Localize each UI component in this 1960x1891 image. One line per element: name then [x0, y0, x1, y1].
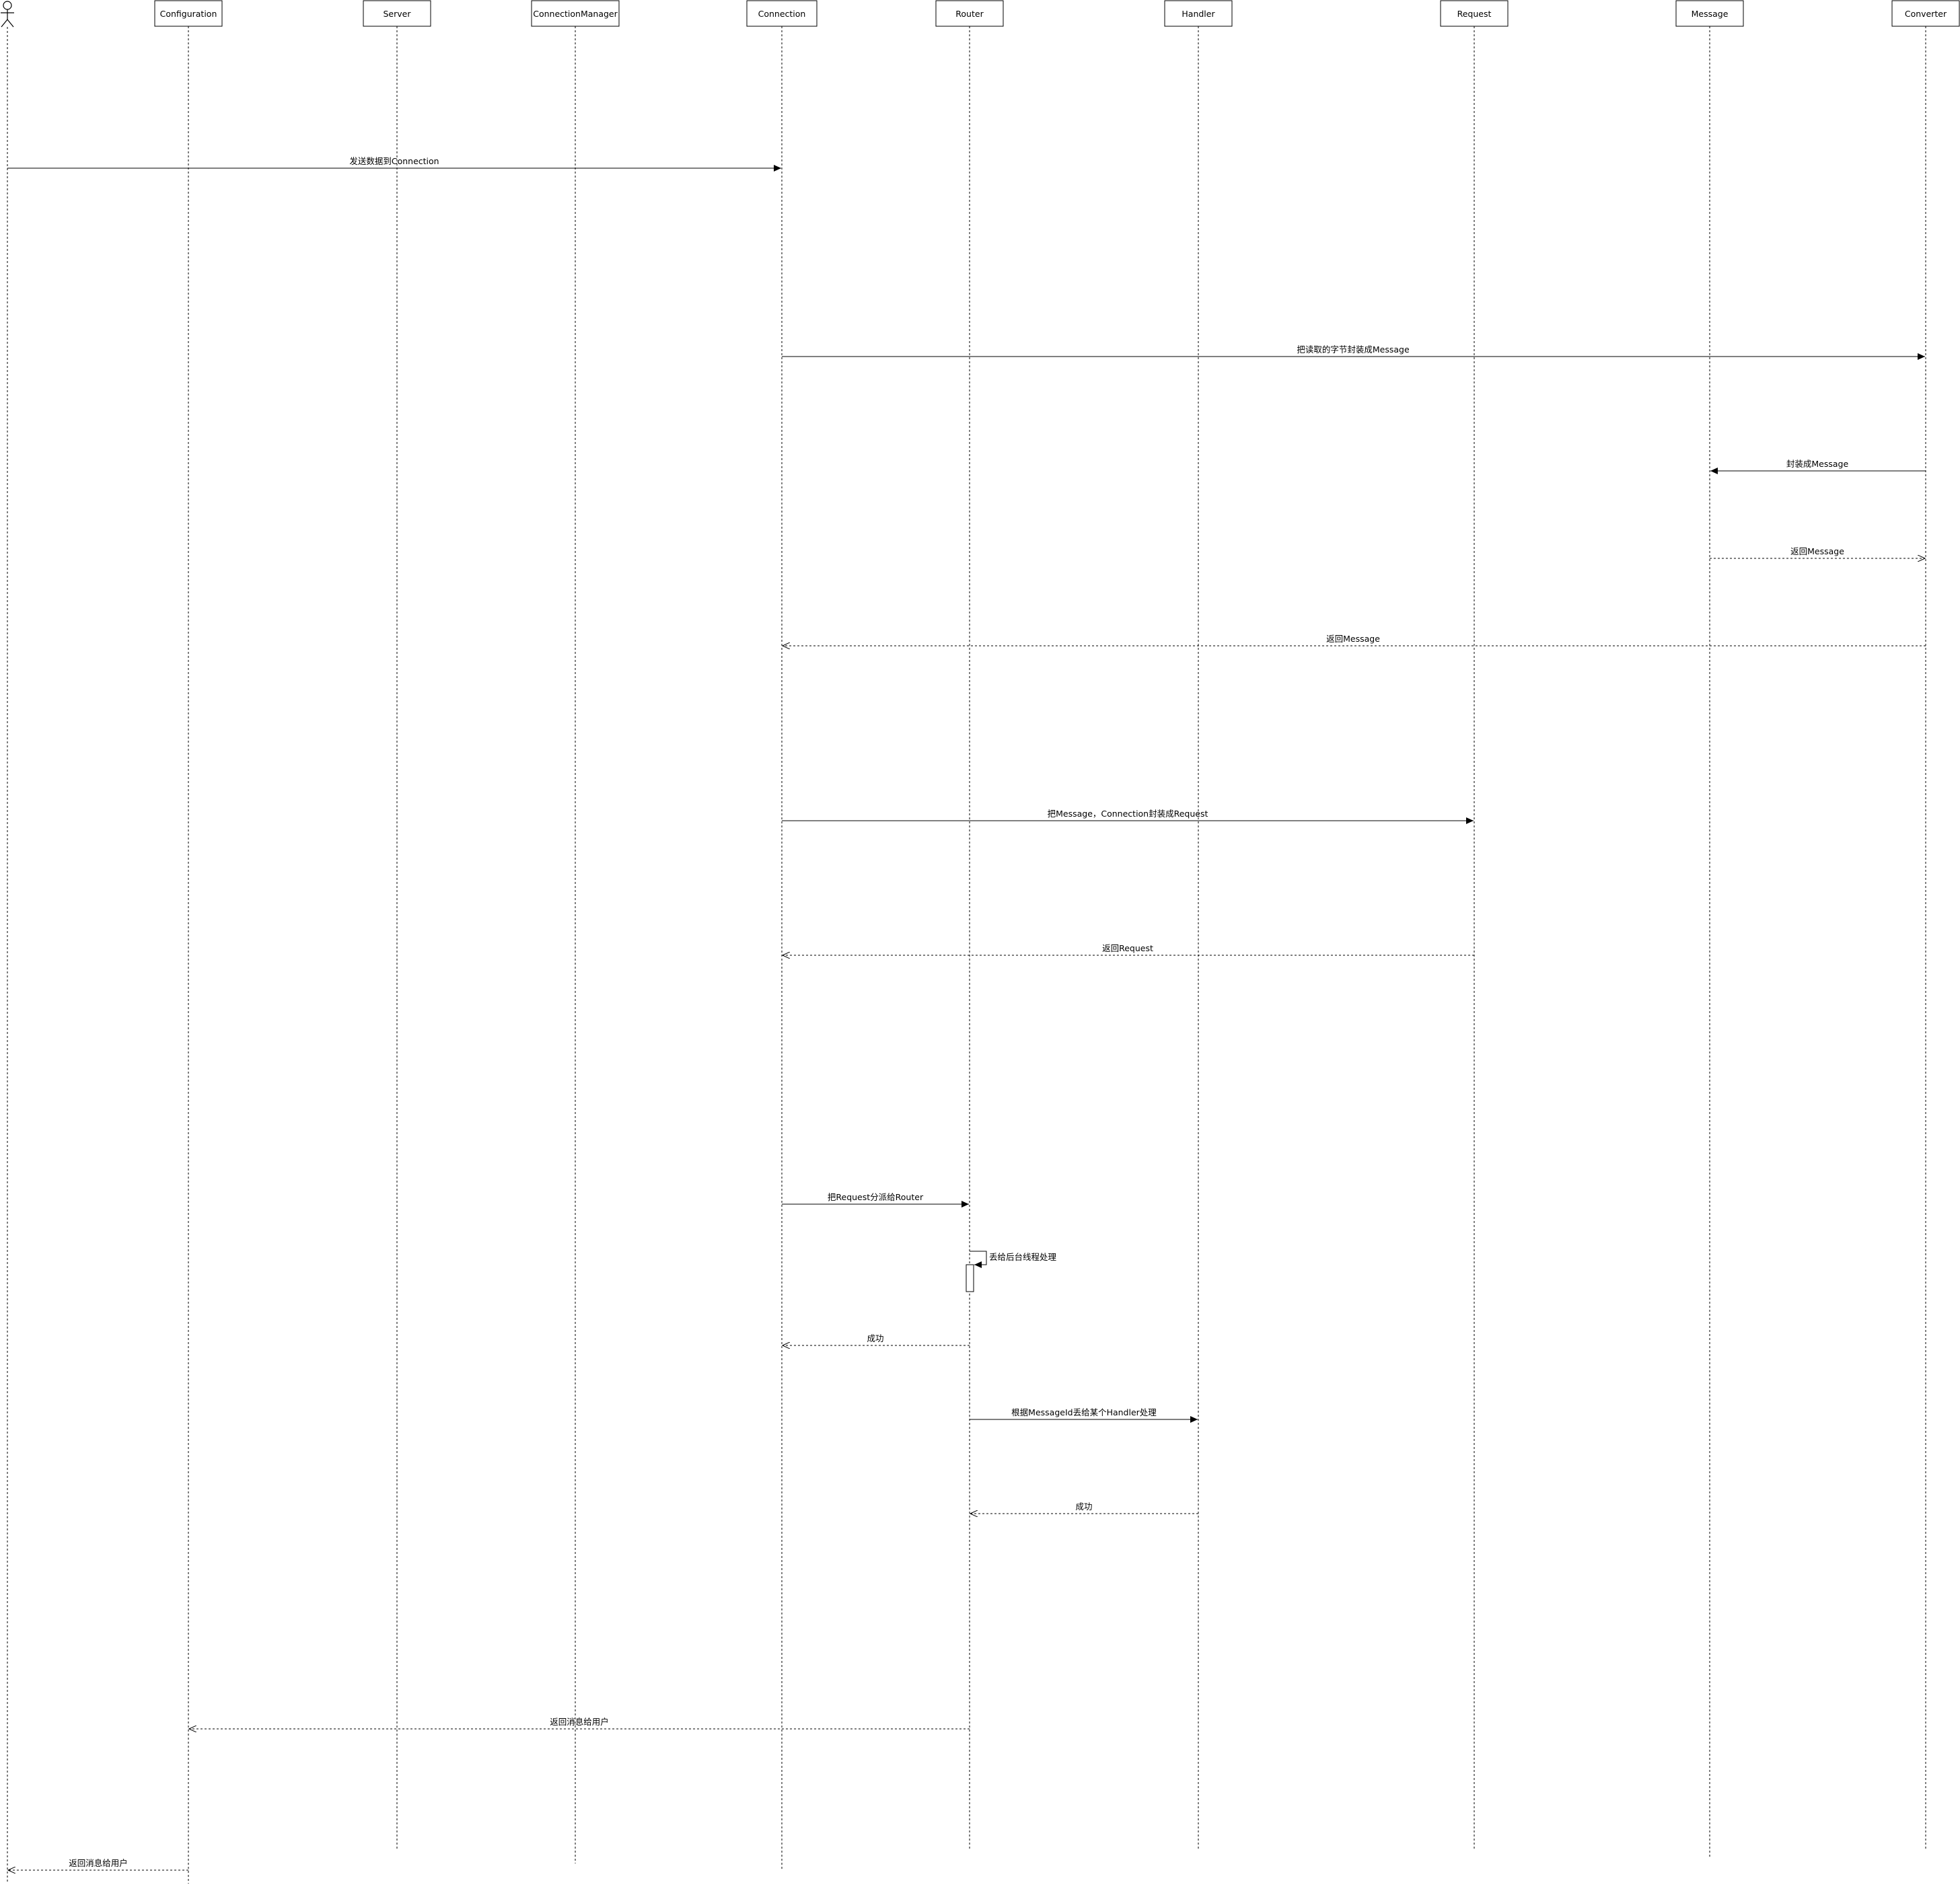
message-send-data[interactable]: 发送数据到Connection — [7, 156, 781, 172]
participant-label: Message — [1692, 9, 1729, 19]
participant-box — [531, 0, 620, 27]
participant-request[interactable]: Request — [1440, 0, 1509, 1850]
message-return-message-1[interactable]: 返回Message — [1710, 546, 1925, 558]
activation-bar — [966, 1264, 974, 1292]
message-return-request[interactable]: 返回Request — [783, 943, 1474, 955]
participant-box — [363, 0, 431, 27]
participant-configuration[interactable]: Configuration — [154, 0, 223, 1884]
message-success-handler[interactable]: 成功 — [970, 1501, 1198, 1514]
message-label: 返回消息给用户 — [69, 1858, 128, 1868]
participant-label: Converter — [1905, 9, 1947, 19]
actor-icon — [1, 1, 14, 28]
participant-label: Configuration — [160, 9, 217, 19]
participant-box — [1440, 0, 1509, 27]
participant-box — [1164, 0, 1233, 27]
participant-actor[interactable] — [1, 1, 14, 1884]
participant-label: Server — [384, 9, 412, 19]
message-wrap-request[interactable]: 把Message，Connection封装成Request — [782, 809, 1474, 824]
message-self-background[interactable]: 丢给后台线程处理 — [966, 1251, 1057, 1292]
participant-box — [935, 0, 1004, 27]
participant-label: Router — [955, 9, 984, 19]
message-label: 返回Request — [1102, 943, 1153, 953]
participant-server[interactable]: Server — [363, 0, 431, 1850]
message-wrap-bytes[interactable]: 把读取的字节封装成Message — [782, 344, 1925, 360]
message-return-to-user-2[interactable]: 返回消息给用户 — [8, 1858, 188, 1870]
message-label: 发送数据到Connection — [349, 156, 439, 166]
message-label: 把读取的字节封装成Message — [1297, 344, 1410, 355]
participant-connectionmanager[interactable]: ConnectionManager — [531, 0, 620, 1863]
message-label: 根据MessageId丢给某个Handler处理 — [1011, 1407, 1157, 1417]
message-label: 成功 — [867, 1333, 883, 1343]
participant-converter[interactable]: Converter — [1891, 0, 1960, 1850]
participant-box — [154, 0, 223, 27]
message-label: 丢给后台线程处理 — [989, 1252, 1057, 1262]
participant-label: ConnectionManager — [533, 9, 618, 19]
message-dispatch-router[interactable]: 把Request分派给Router — [782, 1192, 969, 1208]
message-encapsulate[interactable]: 封装成Message — [1710, 459, 1926, 474]
message-label: 返回消息给用户 — [550, 1717, 609, 1727]
message-label: 返回Message — [1326, 634, 1380, 644]
message-route-handler[interactable]: 根据MessageId丢给某个Handler处理 — [970, 1407, 1198, 1423]
participant-box — [1675, 0, 1744, 27]
participant-connection[interactable]: Connection — [746, 0, 818, 1870]
message-label: 封装成Message — [1786, 459, 1849, 469]
participant-label: Handler — [1182, 9, 1215, 19]
message-arrow — [970, 1251, 987, 1268]
message-label: 返回Message — [1790, 546, 1844, 556]
participant-router[interactable]: Router — [935, 0, 1004, 1850]
participant-label: Request — [1457, 9, 1492, 19]
message-success-router[interactable]: 成功 — [783, 1333, 970, 1345]
participant-message[interactable]: Message — [1675, 0, 1744, 1857]
participant-box — [746, 0, 818, 27]
message-return-to-user-1[interactable]: 返回消息给用户 — [189, 1717, 970, 1729]
message-label: 成功 — [1075, 1501, 1092, 1512]
participant-label: Connection — [758, 9, 806, 19]
message-label: 把Message，Connection封装成Request — [1048, 809, 1208, 819]
message-label: 把Request分派给Router — [828, 1192, 924, 1202]
participant-handler[interactable]: Handler — [1164, 0, 1233, 1850]
message-return-message-2[interactable]: 返回Message — [783, 634, 1926, 646]
participant-box — [1891, 0, 1960, 27]
